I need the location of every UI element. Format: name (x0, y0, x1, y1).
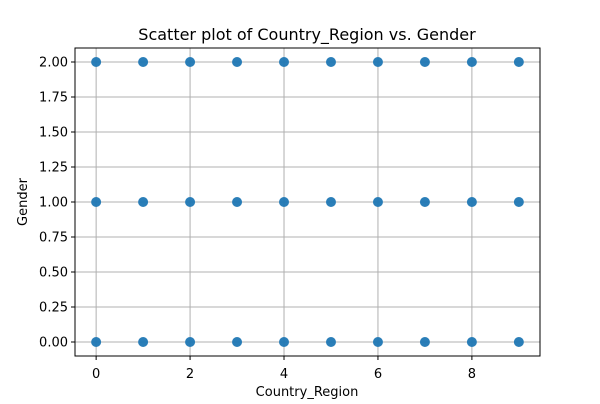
data-point (138, 57, 149, 67)
y-tick-label: 1.00 (39, 196, 68, 211)
x-tick-label: 8 (468, 367, 476, 382)
data-point (372, 197, 383, 207)
data-point (513, 197, 524, 207)
y-tick-label: 0.25 (39, 301, 68, 316)
y-tick-label: 1.75 (39, 91, 68, 106)
x-tick-label: 0 (92, 367, 100, 382)
data-point (232, 337, 243, 347)
data-point (419, 57, 430, 67)
y-tick-label: 0.50 (39, 266, 68, 281)
y-tick-label: 0.00 (39, 336, 68, 351)
data-point (466, 337, 477, 347)
data-point (466, 197, 477, 207)
y-axis-label: Gender (16, 177, 31, 226)
data-point (138, 337, 149, 347)
y-axis-ticks: 0.00 0.25 0.50 0.75 1.00 1.25 1.50 1.75 2.00 (39, 56, 75, 351)
x-axis-label: Country_Region (256, 385, 359, 400)
y-tick-label: 2.00 (39, 56, 68, 71)
data-point (185, 337, 196, 347)
data-point (325, 197, 336, 207)
chart-title: Scatter plot of Country_Region vs. Gende… (138, 25, 476, 45)
data-point (185, 197, 196, 207)
data-point (279, 337, 290, 347)
data-point (279, 57, 290, 67)
x-tick-label: 2 (186, 367, 194, 382)
x-tick-label: 4 (280, 367, 288, 382)
data-point (372, 57, 383, 67)
y-tick-label: 0.75 (39, 231, 68, 246)
data-point (232, 197, 243, 207)
data-point (185, 57, 196, 67)
y-tick-label: 1.50 (39, 126, 68, 141)
data-point (419, 197, 430, 207)
data-point (325, 57, 336, 67)
x-tick-label: 6 (374, 367, 382, 382)
data-point (419, 337, 430, 347)
data-point (138, 197, 149, 207)
data-point (466, 57, 477, 67)
data-point (325, 337, 336, 347)
y-tick-label: 1.25 (39, 161, 68, 176)
data-point (513, 337, 524, 347)
data-point (91, 57, 102, 67)
data-point (513, 57, 524, 67)
data-point (91, 197, 102, 207)
data-point (372, 337, 383, 347)
data-points (91, 57, 524, 347)
data-point (232, 57, 243, 67)
x-axis-ticks: 0 2 4 6 8 (92, 356, 476, 382)
data-point (91, 337, 102, 347)
data-point (279, 197, 290, 207)
